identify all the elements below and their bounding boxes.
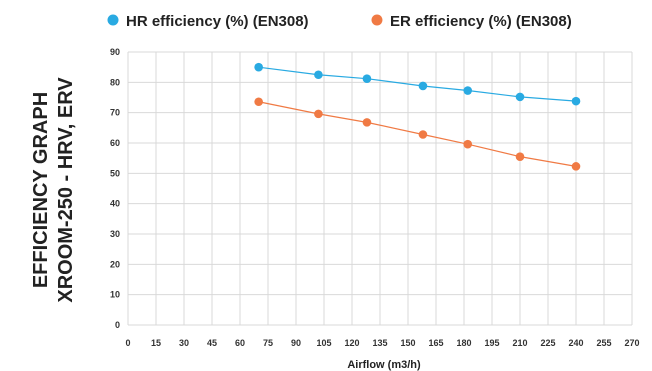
series-line	[258, 101, 577, 167]
x-axis-title: Airflow (m3/h)	[347, 359, 421, 371]
legend: HR efficiency (%) (EN308) ER efficiency (…	[107, 13, 572, 30]
data-point	[362, 74, 372, 83]
x-tick-label: 210	[512, 338, 527, 348]
x-tick-label: 90	[291, 338, 301, 348]
y-tick-label: 50	[110, 168, 120, 178]
series-layer	[254, 62, 581, 171]
series-hr	[254, 62, 581, 106]
data-point	[418, 81, 428, 91]
legend-item: HR efficiency (%) (EN308)	[107, 13, 309, 30]
legend-marker	[371, 14, 383, 26]
data-point	[515, 152, 525, 161]
legend-item: ER efficiency (%) (EN308)	[371, 13, 572, 30]
x-tick-label: 180	[456, 338, 471, 348]
legend-label: HR efficiency (%) (EN308)	[126, 13, 309, 30]
x-tick-label: 270	[624, 338, 639, 348]
data-point	[463, 86, 473, 95]
y-tick-label: 0	[115, 320, 120, 330]
x-tick-label: 225	[540, 338, 555, 348]
y-tick-label: 30	[110, 229, 120, 239]
y-tick-label: 70	[110, 108, 120, 118]
data-point	[418, 130, 428, 139]
chart-title: EFFICIENCY GRAPH XROOM-250 - HRV, ERV	[30, 77, 77, 303]
x-tick-label: 0	[125, 338, 130, 348]
x-tick-label: 30	[179, 338, 189, 348]
legend-marker	[107, 14, 119, 26]
data-point	[314, 70, 323, 80]
y-tick-label: 60	[110, 138, 120, 148]
chart-title-line: XROOM-250 - HRV, ERV	[55, 77, 77, 303]
x-tick-label: 15	[151, 338, 161, 348]
y-tick-label: 10	[110, 290, 120, 300]
x-tick-label: 165	[428, 338, 443, 348]
grid	[127, 51, 633, 326]
data-point	[571, 162, 581, 171]
x-tick-label: 135	[372, 338, 387, 348]
x-tick-label: 45	[207, 338, 217, 348]
data-point	[571, 96, 581, 106]
axes: 0 15 30 45 60 75 90 105 120 135 150 165 180 195 210 225…	[110, 47, 640, 348]
x-tick-label: 75	[263, 338, 273, 348]
x-tick-label: 240	[568, 338, 583, 348]
data-point	[254, 62, 263, 72]
data-point	[254, 97, 263, 107]
y-tick-label: 40	[110, 199, 120, 209]
x-tick-label: 195	[484, 338, 499, 348]
x-tick-label: 255	[596, 338, 611, 348]
data-point	[515, 92, 525, 102]
chart-title-line: EFFICIENCY GRAPH	[30, 92, 52, 288]
data-point	[463, 139, 473, 149]
x-tick-label: 150	[400, 338, 415, 348]
x-tick-label: 120	[344, 338, 359, 348]
x-tick-label: 105	[316, 338, 331, 348]
x-tick-label: 60	[235, 338, 245, 348]
y-tick-label: 80	[110, 77, 120, 87]
data-point	[314, 109, 323, 119]
y-tick-label: 90	[110, 47, 120, 57]
data-point	[362, 118, 372, 127]
series-er	[254, 97, 581, 171]
legend-label: ER efficiency (%) (EN308)	[390, 13, 572, 30]
series-line	[258, 66, 577, 102]
y-tick-label: 20	[110, 259, 120, 269]
